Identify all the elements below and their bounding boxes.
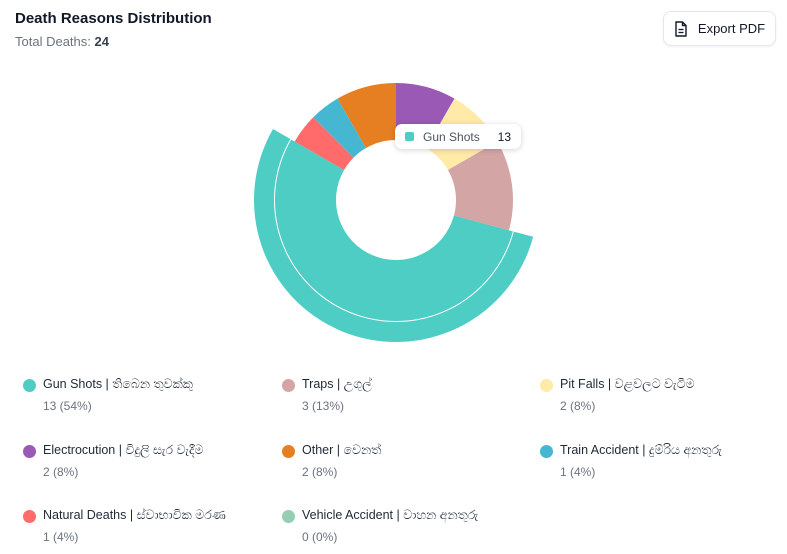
legend-swatch <box>282 510 295 523</box>
legend-value: 2 (8%) <box>302 465 338 479</box>
document-icon <box>675 20 687 37</box>
legend-label: Vehicle Accident | වාහන අනතුරු <box>302 508 479 522</box>
total-deaths-value: 24 <box>94 34 109 49</box>
legend-swatch <box>540 379 553 392</box>
legend-swatch <box>540 445 553 458</box>
legend-label: Natural Deaths | ස්වාභාවික මරණ <box>43 508 226 522</box>
legend-swatch <box>23 510 36 523</box>
legend-value: 2 (8%) <box>43 465 79 479</box>
legend-label: Gun Shots | තිබෙන තුවක්කු <box>43 377 193 391</box>
legend-swatch <box>23 379 36 392</box>
chart-tooltip: Gun Shots 13 <box>395 124 521 149</box>
tooltip-label: Gun Shots <box>423 129 480 144</box>
legend-label: Pit Falls | වළවලට වැටීම <box>560 377 695 391</box>
legend-swatch <box>282 379 295 392</box>
slice-train-accident[interactable] <box>313 98 366 158</box>
slice-gun-shots-active-ring <box>253 129 534 343</box>
legend-label: Train Accident | දුම්රිය අනතුරු <box>560 443 722 457</box>
slice-traps[interactable] <box>447 141 513 231</box>
legend-value: 1 (4%) <box>560 465 596 479</box>
slice-gun-shots[interactable] <box>274 139 513 322</box>
total-deaths: Total Deaths: 24 <box>15 34 109 49</box>
legend-value: 13 (54%) <box>43 399 92 413</box>
legend-label: Other | වෙනත් <box>302 443 382 457</box>
tooltip-swatch <box>405 132 414 141</box>
legend-swatch <box>282 445 295 458</box>
total-deaths-label: Total Deaths: <box>15 34 91 49</box>
export-pdf-button[interactable]: Export PDF <box>663 11 776 46</box>
slice-natural-deaths[interactable] <box>294 117 354 170</box>
legend-swatch <box>23 445 36 458</box>
legend-label: Electrocution | විදුලි සැර වැදීම <box>43 443 204 457</box>
legend-label: Traps | උගුල් <box>302 377 372 391</box>
legend-value: 1 (4%) <box>43 530 79 544</box>
legend-value: 3 (13%) <box>302 399 345 413</box>
slice-other[interactable] <box>337 83 397 149</box>
tooltip-value: 13 <box>497 129 511 144</box>
chart-title: Death Reasons Distribution <box>15 10 212 27</box>
legend-value: 2 (8%) <box>560 399 596 413</box>
legend-value: 0 (0%) <box>302 530 338 544</box>
export-pdf-label: Export PDF <box>697 21 766 36</box>
